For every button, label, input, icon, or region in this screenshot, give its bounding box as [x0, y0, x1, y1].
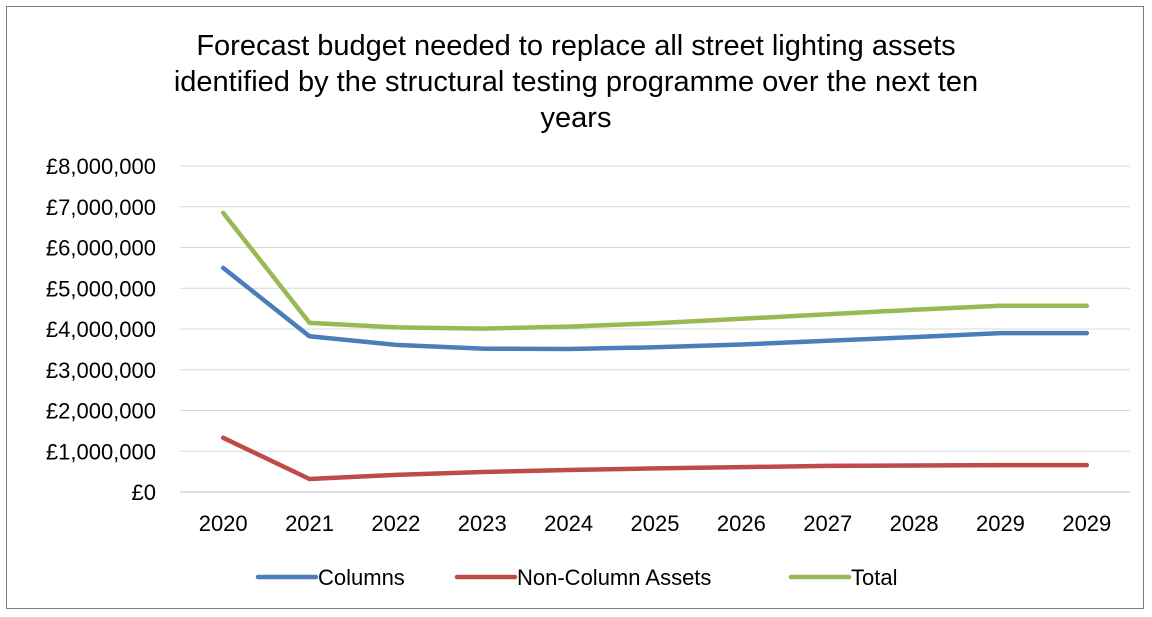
chart-title-line-3: years: [540, 102, 612, 134]
x-tick-label: 2024: [544, 511, 593, 536]
y-tick-label: £1,000,000: [46, 439, 156, 464]
y-tick-label: £0: [132, 480, 156, 505]
chart-title: Forecast budget needed to replace all st…: [0, 28, 1152, 136]
series-line-total: [220, 210, 1090, 331]
x-tick-label: 2026: [717, 511, 766, 536]
x-tick-label: 2029: [1062, 511, 1111, 536]
series-line-non-column-assets: [220, 435, 1090, 482]
x-tick-label: 2020: [199, 511, 248, 536]
x-tick-label: 2025: [631, 511, 680, 536]
y-tick-label: £6,000,000: [46, 236, 156, 261]
x-tick-label: 2021: [285, 511, 334, 536]
y-axis-tick-labels: £0 £1,000,000 £2,000,000 £3,000,000 £4,000,0…: [46, 154, 156, 505]
y-tick-label: £2,000,000: [46, 399, 156, 424]
y-tick-label: £5,000,000: [46, 276, 156, 301]
x-tick-label: 2029: [976, 511, 1025, 536]
series-line-columns: [220, 265, 1090, 352]
legend: Columns Non-Column Assets Total: [255, 565, 897, 590]
chart-title-line-2: identified by the structural testing pro…: [173, 66, 979, 98]
x-tick-label: 2022: [371, 511, 420, 536]
y-tick-label: £7,000,000: [46, 195, 156, 220]
legend-label-columns: Columns: [318, 565, 405, 590]
y-tick-label: £3,000,000: [46, 358, 156, 383]
x-tick-label: 2028: [890, 511, 939, 536]
legend-label-total: Total: [851, 565, 897, 590]
chart-title-line-1: Forecast budget needed to replace all st…: [196, 30, 956, 62]
gridlines: [180, 165, 1130, 493]
y-tick-label: £4,000,000: [46, 317, 156, 342]
x-axis-tick-labels: 2020 2021 2022 2023 2024 2025 2026 2027 2028 2029…: [199, 511, 1112, 536]
y-tick-label: £8,000,000: [46, 154, 156, 179]
x-tick-label: 2027: [803, 511, 852, 536]
legend-label-non-column-assets: Non-Column Assets: [517, 565, 711, 590]
x-tick-label: 2023: [458, 511, 507, 536]
series-lines: [220, 210, 1090, 482]
